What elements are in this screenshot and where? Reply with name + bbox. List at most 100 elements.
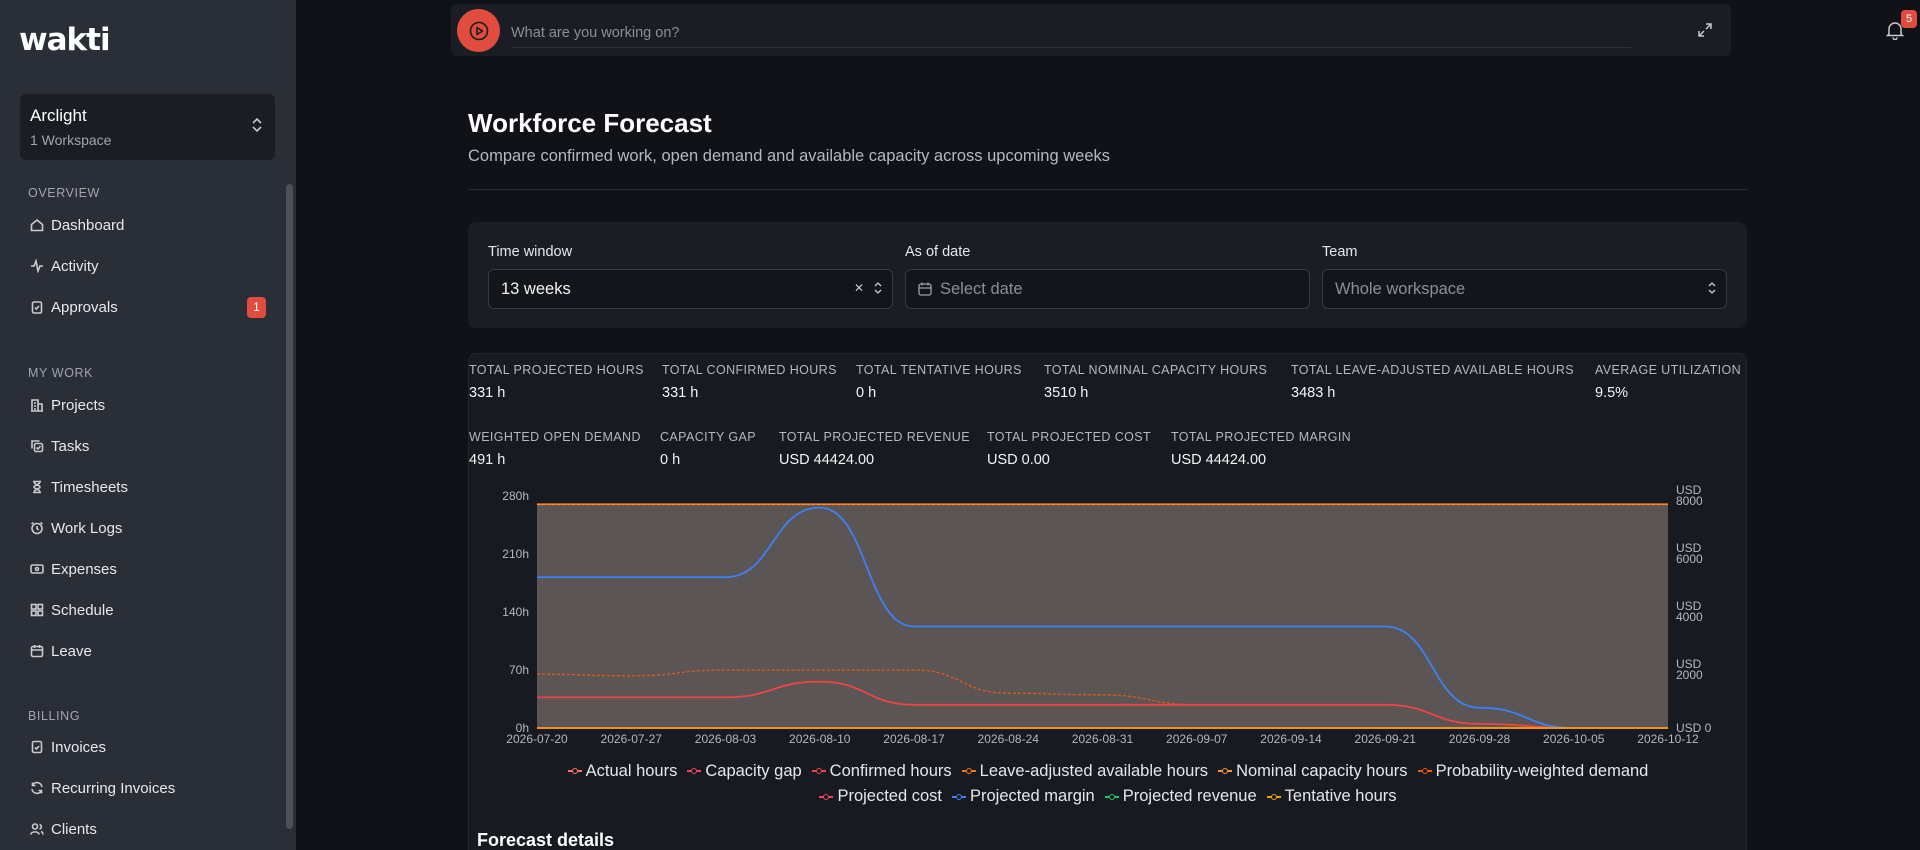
legend-item-probability-weighted-demand[interactable]: Probability-weighted demand [1417, 759, 1649, 784]
legend-item-confirmed-hours[interactable]: Confirmed hours [811, 759, 952, 784]
chevrons-up-down-icon [251, 116, 263, 134]
bell-icon[interactable] [1886, 20, 1904, 40]
forecast-chart: 0h 70h 140h 210h 280h USD 0 USD 2000 USD 4000 USD 6… [502, 484, 1712, 746]
series-line-projected-margin [537, 506, 1668, 729]
stat-value: USD 0.00 [987, 452, 1050, 468]
series-line-confirmed-hours [536, 680, 1668, 729]
stat-value: 3510 h [1044, 385, 1089, 401]
sidebar-item-schedule[interactable]: Schedule [20, 593, 270, 627]
time-window-select[interactable]: 13 weeks ✕ [488, 269, 893, 309]
x-tick-label: 2026-07-20 [506, 732, 568, 746]
sidebar-item-work-logs[interactable]: Work Logs [20, 511, 270, 545]
receipt-check-icon [30, 740, 44, 754]
legend-marker-icon [687, 767, 702, 775]
workspace-count: 1 Workspace [30, 132, 112, 148]
stat-total-projected-revenue: TOTAL PROJECTED REVENUE USD 44424.00 [779, 430, 970, 468]
legend-item-nominal-capacity-hours[interactable]: Nominal capacity hours [1218, 759, 1408, 784]
users-icon [30, 822, 44, 836]
chevrons-up-down-icon [874, 282, 882, 294]
stat-value: 0 h [856, 385, 877, 401]
workspace-name: Arclight [30, 106, 87, 125]
sidebar-item-label: Clients [51, 820, 97, 838]
sidebar-scrollbar[interactable] [286, 184, 293, 829]
legend-marker-icon [952, 793, 966, 801]
legend-item-projected-revenue[interactable]: Projected revenue [1104, 784, 1257, 809]
nav-section-title: OVERVIEW [28, 186, 100, 200]
stat-label: TOTAL PROJECTED REVENUE [779, 430, 970, 444]
y-left-tick-label: 210h [502, 547, 529, 561]
sidebar-item-tasks[interactable]: Tasks [20, 429, 270, 463]
x-tick-label: 2026-08-24 [978, 732, 1040, 746]
stat-label: TOTAL PROJECTED HOURS [469, 363, 644, 377]
nav-section-title: MY WORK [28, 366, 94, 380]
sidebar-item-label: Recurring Invoices [51, 779, 176, 797]
alarm-clock-icon [30, 521, 44, 535]
stat-label: CAPACITY GAP [660, 430, 757, 444]
stat-label: WEIGHTED OPEN DEMAND [469, 430, 641, 444]
stat-total-nominal-capacity-hours: TOTAL NOMINAL CAPACITY HOURS 3510 h [1044, 363, 1267, 401]
refresh-icon [30, 781, 44, 795]
timer-description-input[interactable] [511, 18, 1631, 48]
sidebar-item-approvals[interactable]: Approvals 1 [20, 290, 270, 324]
sidebar-item-label: Expenses [51, 560, 117, 578]
sidebar-item-activity[interactable]: Activity [20, 249, 270, 283]
sidebar-item-label: Work Logs [51, 519, 123, 537]
stat-weighted-open-demand: WEIGHTED OPEN DEMAND 491 h [469, 430, 641, 468]
sidebar-item-dashboard[interactable]: Dashboard [20, 208, 270, 242]
legend-label: Confirmed hours [829, 761, 952, 780]
as-of-date-picker[interactable]: Select date [905, 269, 1310, 309]
sidebar-item-leave[interactable]: Leave [20, 634, 270, 668]
legend-item-projected-margin[interactable]: Projected margin [952, 784, 1095, 809]
building-icon [30, 398, 44, 412]
calendar-icon [918, 282, 932, 296]
app-logo[interactable]: wakti [19, 22, 111, 58]
filter-panel: Time window 13 weeks ✕ As of date Select… [468, 222, 1747, 328]
stat-label: TOTAL CONFIRMED HOURS [662, 363, 837, 377]
stat-value: 0 h [660, 452, 681, 468]
page-subtitle: Compare confirmed work, open demand and … [468, 147, 1111, 165]
expand-icon[interactable] [1697, 22, 1713, 38]
stat-value: 491 h [469, 452, 506, 468]
sidebar-item-invoices[interactable]: Invoices [20, 730, 270, 764]
time-window-value: 13 weeks [501, 279, 571, 298]
sidebar-item-expenses[interactable]: Expenses [20, 552, 270, 586]
sidebar-item-recurring-invoices[interactable]: Recurring Invoices [20, 771, 270, 805]
capacity-area [537, 504, 1668, 728]
time-window-label: Time window [488, 244, 573, 260]
stat-total-tentative-hours: TOTAL TENTATIVE HOURS 0 h [856, 363, 1022, 401]
legend-item-actual-hours[interactable]: Actual hours [567, 759, 677, 784]
notification-count-badge: 5 [1901, 10, 1917, 28]
stat-total-confirmed-hours: TOTAL CONFIRMED HOURS 331 h [662, 363, 837, 401]
legend-item-tentative-hours[interactable]: Tentative hours [1266, 784, 1397, 809]
clear-icon[interactable]: ✕ [853, 281, 864, 295]
legend-marker-icon [811, 767, 826, 775]
y-right-tick-label: USD 0 [1676, 721, 1712, 735]
sidebar-item-timesheets[interactable]: Timesheets [20, 470, 270, 504]
team-select[interactable]: Whole workspace [1322, 269, 1727, 309]
x-tick-label: 2026-10-05 [1543, 732, 1605, 746]
stat-value: USD 44424.00 [1171, 452, 1267, 468]
hourglass-icon [30, 480, 44, 494]
legend-label: Leave-adjusted available hours [979, 761, 1209, 780]
sidebar-item-clients[interactable]: Clients [20, 812, 270, 846]
banknote-icon [30, 562, 44, 576]
legend-marker-icon [567, 767, 582, 775]
legend-label: Probability-weighted demand [1435, 761, 1649, 780]
legend-item-leave-adjusted-available-hours[interactable]: Leave-adjusted available hours [961, 759, 1209, 784]
stat-total-projected-cost: TOTAL PROJECTED COST USD 0.00 [987, 430, 1151, 468]
start-timer-button[interactable] [457, 9, 500, 52]
sidebar: wakti Arclight 1 Workspace OVERVIEW Dashb… [0, 0, 296, 850]
legend-item-capacity-gap[interactable]: Capacity gap [687, 759, 802, 784]
sidebar-item-label: Projects [51, 396, 106, 414]
team-label: Team [1322, 244, 1358, 260]
sidebar-item-projects[interactable]: Projects [20, 388, 270, 422]
stat-label: TOTAL NOMINAL CAPACITY HOURS [1044, 363, 1268, 377]
y-right-tick-label: USD 6000 [1676, 541, 1703, 566]
legend-item-projected-cost[interactable]: Projected cost [819, 784, 942, 809]
stat-total-projected-margin: TOTAL PROJECTED MARGIN USD 44424.00 [1171, 430, 1351, 468]
clipboard-check-icon [30, 300, 44, 314]
stat-label: TOTAL LEAVE-ADJUSTED AVAILABLE HOURS [1291, 363, 1574, 377]
stat-label: TOTAL TENTATIVE HOURS [856, 363, 1022, 377]
workspace-switcher[interactable]: Arclight 1 Workspace [20, 94, 275, 160]
stat-total-projected-hours: TOTAL PROJECTED HOURS 331 h [469, 363, 644, 401]
